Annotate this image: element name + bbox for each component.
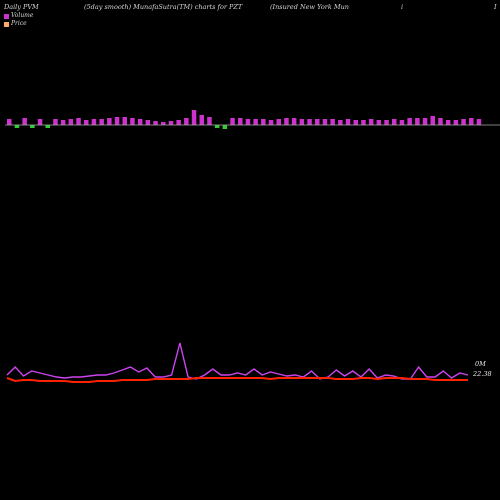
volume-bar <box>130 118 135 125</box>
volume-bar <box>291 118 297 125</box>
chart-header-fragment-2: I <box>494 3 497 11</box>
volume-bar <box>14 125 20 128</box>
legend-item-price: Price <box>4 20 33 28</box>
chart-header-left: Daily PVM <box>4 3 39 11</box>
volume-bar <box>299 119 305 125</box>
volume-bar <box>238 118 243 125</box>
volume-bar <box>168 121 174 125</box>
volume-bar <box>230 118 235 125</box>
volume-bar <box>214 125 220 128</box>
volume-bar <box>199 115 204 125</box>
volume-bar <box>407 118 412 125</box>
volume-bar <box>461 119 466 125</box>
volume-bar <box>399 120 405 125</box>
volume-bar <box>376 120 382 125</box>
volume-bar <box>30 125 35 128</box>
volume-bar <box>469 118 474 125</box>
volume-bar <box>476 119 482 125</box>
volume-bar <box>276 119 281 125</box>
volume-bar <box>261 119 266 125</box>
volume-bar <box>107 118 112 125</box>
volume-bar <box>184 118 189 125</box>
volume-bar <box>60 120 66 125</box>
volume-bar <box>145 120 151 125</box>
chart-header-fragment-1: i <box>401 3 404 11</box>
last-price-label: 22.38 <box>472 370 492 378</box>
legend-item-volume: Volume <box>4 12 33 20</box>
volume-bar <box>137 119 143 125</box>
price-series-line <box>6 377 468 383</box>
volume-bar <box>176 120 181 125</box>
volume-bar <box>7 119 12 125</box>
volume-bar <box>338 120 343 125</box>
volume-bar <box>345 119 351 125</box>
volume-bar <box>430 116 435 125</box>
volume-bar <box>330 119 335 125</box>
volume-bar <box>415 118 420 125</box>
volume-bar <box>91 119 97 125</box>
volume-bar <box>53 119 58 125</box>
volume-bar <box>207 117 212 125</box>
volume-series-line <box>6 342 469 380</box>
volume-bar <box>322 119 328 125</box>
volume-bar <box>445 120 451 125</box>
chart-header-mid: (5day smooth) MunafaSutra(TM) charts for… <box>84 3 243 11</box>
volume-bar <box>368 119 374 125</box>
volume-bar <box>122 117 127 125</box>
volume-bars <box>7 110 482 129</box>
volume-bar <box>253 119 258 125</box>
volume-bar <box>99 119 104 125</box>
volume-bar <box>161 122 166 125</box>
volume-bar <box>361 120 366 125</box>
volume-bar <box>384 120 389 125</box>
volume-bar <box>422 118 428 125</box>
volume-bar <box>245 119 251 125</box>
volume-bar <box>191 110 197 125</box>
volume-bar <box>307 119 312 125</box>
volume-bar <box>84 120 89 125</box>
volume-bar <box>114 117 120 125</box>
volume-bar <box>453 120 459 125</box>
legend-price-swatch <box>4 21 9 27</box>
last-volume-label: 0M <box>475 360 486 368</box>
volume-bar <box>438 118 443 125</box>
chart-legend: Volume Price <box>4 12 33 28</box>
volume-bar <box>315 119 320 125</box>
volume-bar <box>392 119 397 125</box>
legend-volume-label: Volume <box>11 12 34 19</box>
volume-bar <box>153 121 158 125</box>
volume-bar <box>22 118 27 125</box>
volume-bar <box>222 125 228 129</box>
chart-header-right: (Insured New York Mun <box>270 3 349 11</box>
volume-bar <box>268 120 274 125</box>
volume-bar <box>284 118 289 125</box>
volume-bar <box>353 120 358 125</box>
volume-bar <box>45 125 50 128</box>
volume-bar <box>68 119 74 125</box>
legend-price-label: Price <box>11 20 27 27</box>
legend-volume-swatch <box>4 13 9 19</box>
volume-bar <box>37 119 43 125</box>
volume-bar <box>76 118 81 125</box>
